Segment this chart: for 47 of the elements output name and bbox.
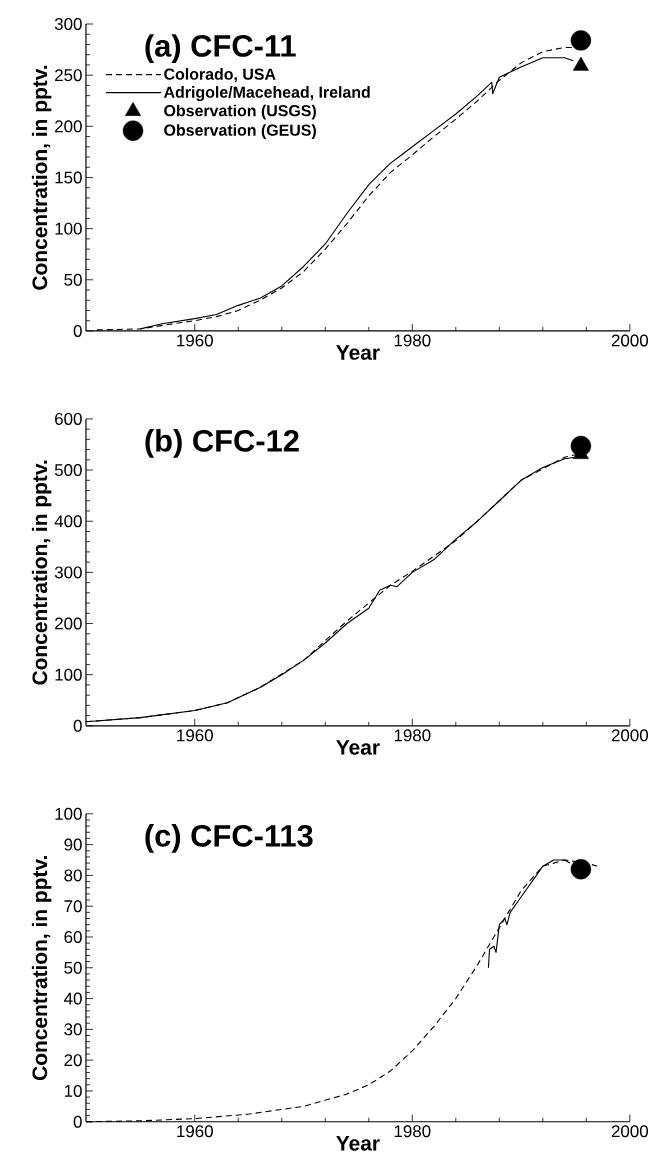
legend-label: Observation (GEUS) <box>164 124 316 139</box>
y-tick-label: 70 <box>64 900 82 913</box>
y-tick-label: 200 <box>55 120 82 133</box>
legend-label: Observation (USGS) <box>164 104 316 120</box>
y-tick-label: 0 <box>73 324 82 337</box>
y-tick-label: 30 <box>64 1023 82 1036</box>
x-tick-label: 1960 <box>177 729 213 742</box>
y-axis-title: Concentration, in pptv. <box>31 65 52 290</box>
legend-label: Adrigole/Macehead, Ireland <box>163 86 370 102</box>
x-axis-title: Year <box>336 345 380 360</box>
y-tick-label: 0 <box>73 1115 82 1128</box>
y-tick-label: 50 <box>64 961 82 974</box>
y-tick-label: 0 <box>73 719 82 732</box>
chart-title: (a) CFC-11 <box>145 34 296 63</box>
y-axis-title: Concentration, in pptv. <box>31 856 52 1081</box>
x-axis-title: Year <box>336 1136 380 1151</box>
y-tick-label: 400 <box>54 515 82 528</box>
y-tick-label: 150 <box>55 171 82 184</box>
x-axis-title: Year <box>336 740 380 755</box>
y-tick-label: 60 <box>64 930 82 943</box>
y-tick-label: 100 <box>55 668 82 681</box>
y-tick-label: 90 <box>64 838 82 851</box>
x-tick-label: 1980 <box>394 729 431 742</box>
y-tick-label: 50 <box>64 273 82 286</box>
y-tick-label: 300 <box>54 566 82 579</box>
y-tick-label: 600 <box>55 412 82 425</box>
x-tick-label: 2000 <box>611 1125 649 1138</box>
x-tick-label: 1980 <box>394 334 431 347</box>
chart-title: (c) CFC-113 <box>145 824 313 853</box>
y-tick-label: 40 <box>64 992 82 1005</box>
y-tick-label: 10 <box>64 1084 82 1097</box>
x-tick-label: 2000 <box>611 334 649 347</box>
y-tick-label: 20 <box>64 1054 82 1067</box>
y-tick-label: 100 <box>55 222 82 235</box>
y-axis-title: Concentration, in pptv. <box>31 460 52 685</box>
y-tick-label: 100 <box>55 807 82 820</box>
y-tick-label: 250 <box>55 69 82 82</box>
y-tick-label: 80 <box>64 869 82 882</box>
y-tick-label: 200 <box>55 617 82 630</box>
legend-label: Colorado, USA <box>164 68 276 83</box>
x-tick-label: 1960 <box>177 334 213 347</box>
y-tick-label: 500 <box>54 464 82 477</box>
x-tick-label: 1960 <box>177 1125 213 1138</box>
chart-title: (b) CFC-12 <box>145 429 299 458</box>
y-tick-label: 300 <box>54 18 82 31</box>
x-tick-label: 1980 <box>394 1125 431 1138</box>
x-tick-label: 2000 <box>611 729 649 742</box>
